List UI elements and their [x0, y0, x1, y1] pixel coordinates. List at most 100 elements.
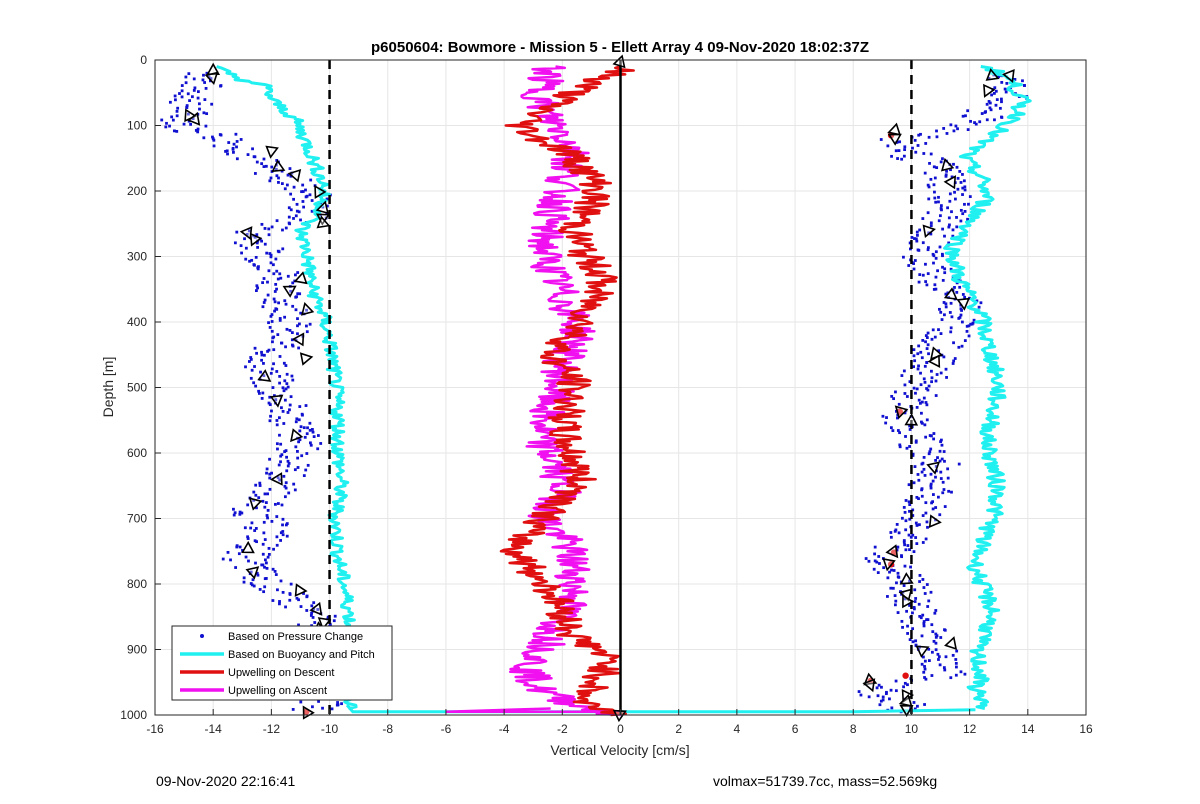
pressure-change-point [248, 360, 251, 363]
pressure-change-point [881, 695, 885, 699]
pressure-change-point [252, 381, 256, 385]
pressure-change-point [192, 77, 196, 81]
pressure-change-point [263, 505, 267, 509]
pressure-change-point [956, 176, 960, 180]
pressure-change-point [925, 520, 929, 524]
pressure-change-point [946, 467, 950, 471]
pressure-change-point [260, 162, 264, 166]
pressure-change-point [305, 609, 309, 612]
pressure-change-point [897, 531, 901, 535]
pressure-change-point [952, 359, 956, 363]
pressure-change-point [917, 398, 921, 402]
pressure-change-point [234, 132, 238, 136]
pressure-change-point [280, 503, 284, 507]
pressure-change-point [932, 493, 935, 496]
pressure-change-point [311, 616, 315, 619]
pressure-change-point [232, 507, 235, 511]
pressure-change-point [302, 474, 306, 478]
pressure-change-point [963, 210, 967, 213]
x-tick-label: 2 [675, 722, 682, 736]
triangle-marker [187, 111, 201, 126]
pressure-change-point [272, 362, 275, 366]
x-tick-label: -6 [441, 722, 452, 736]
pressure-change-point [898, 140, 902, 144]
x-tick-label: -10 [321, 722, 339, 736]
pressure-change-point [896, 416, 899, 420]
triangle-marker [271, 159, 286, 173]
pressure-change-point [262, 157, 266, 161]
pressure-change-point [299, 311, 303, 315]
pressure-change-point [889, 426, 893, 430]
pressure-change-point [949, 301, 953, 305]
pressure-change-point [263, 298, 267, 302]
pressure-change-point [302, 205, 306, 209]
pressure-change-point [929, 486, 933, 490]
triangle-marker [265, 145, 279, 159]
pressure-change-point [967, 324, 971, 328]
pressure-change-point [937, 200, 940, 204]
pressure-change-point [281, 228, 284, 232]
pressure-change-point [275, 370, 279, 373]
pressure-change-point [914, 521, 918, 525]
pressure-change-point [325, 204, 329, 208]
pressure-change-point [956, 187, 960, 191]
pressure-change-point [931, 328, 935, 332]
pressure-change-point [292, 482, 296, 486]
pressure-change-point [949, 168, 952, 172]
pressure-change-point [953, 286, 956, 289]
pressure-change-point [266, 492, 270, 496]
pressure-change-point [270, 409, 273, 413]
pressure-change-point [968, 195, 972, 198]
series-upwelling-descent [303, 65, 909, 717]
pressure-change-point [267, 269, 271, 273]
pressure-change-point [944, 174, 948, 178]
pressure-change-point [266, 280, 269, 284]
pressure-change-point [305, 595, 309, 599]
y-tick-label: 600 [127, 446, 147, 460]
pressure-change-point [304, 404, 308, 407]
pressure-change-point [903, 543, 907, 547]
pressure-change-point [916, 352, 920, 356]
pressure-change-point [281, 247, 285, 251]
pressure-change-point [298, 405, 302, 408]
triangle-marker [943, 287, 958, 301]
pressure-change-point [924, 280, 928, 283]
pressure-change-point [332, 619, 336, 623]
pressure-change-point [955, 290, 959, 294]
pressure-change-point [262, 374, 266, 378]
pressure-change-point [988, 106, 992, 110]
pressure-change-point [903, 145, 907, 149]
pressure-change-point [926, 272, 930, 276]
pressure-change-point [281, 533, 285, 537]
pressure-change-point [271, 386, 275, 389]
pressure-change-point [924, 334, 928, 338]
pressure-change-point [938, 449, 942, 453]
pressure-change-point [925, 347, 929, 350]
pressure-change-point [296, 317, 299, 321]
pressure-change-point [296, 271, 300, 274]
pressure-change-point [180, 89, 184, 93]
pressure-change-point [212, 144, 216, 148]
pressure-change-point [929, 177, 933, 181]
pressure-change-point [299, 605, 303, 608]
pressure-change-point [172, 129, 176, 133]
pressure-change-point [998, 106, 1002, 110]
triangle-marker [287, 168, 302, 183]
pressure-change-point [952, 129, 956, 133]
pressure-change-point [889, 688, 893, 692]
pressure-change-point [262, 590, 266, 594]
pressure-change-point [945, 169, 948, 173]
pressure-change-point [268, 457, 271, 461]
pressure-change-point [922, 622, 926, 625]
pressure-change-point [251, 578, 255, 582]
pressure-change-point [894, 689, 898, 693]
pressure-change-point [924, 501, 928, 505]
pressure-change-point [894, 599, 898, 603]
pressure-change-point [911, 640, 915, 644]
pressure-change-point [966, 128, 970, 131]
pressure-change-point [237, 552, 241, 556]
pressure-change-point [308, 322, 312, 326]
pressure-change-point [934, 635, 938, 639]
pressure-change-point [310, 611, 313, 615]
pressure-change-point [238, 545, 242, 549]
